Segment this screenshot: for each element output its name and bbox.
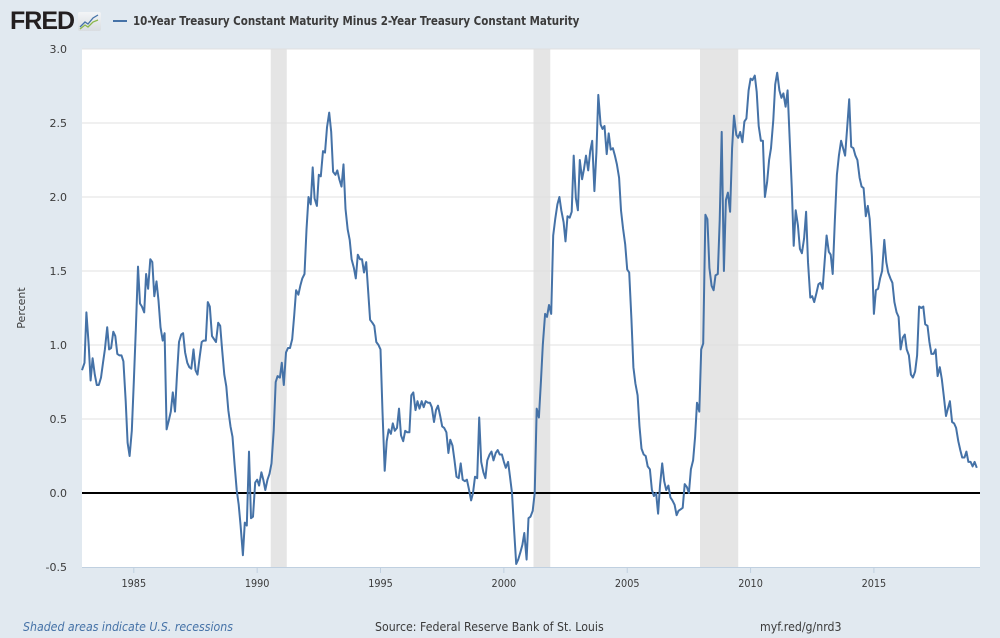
chart-header: FRED 10-Year Treasury Constant Maturity … — [10, 8, 652, 34]
x-tick-label: 2015 — [862, 577, 887, 590]
legend-label: 10-Year Treasury Constant Maturity Minus… — [133, 14, 580, 28]
y-tick-label: 1.0 — [50, 339, 68, 352]
y-tick-label: 1.5 — [50, 265, 68, 278]
series-line — [81, 71, 978, 565]
fred-chart-icon — [78, 11, 102, 31]
short-url-link[interactable]: myf.red/g/nrd3 — [760, 619, 842, 634]
y-axis-label: Percent — [15, 287, 28, 329]
source-text: Source: Federal Reserve Bank of St. Loui… — [375, 619, 604, 634]
y-tick-label: 0.0 — [50, 487, 68, 500]
x-axis-ticks: 1985 1990 1995 2000 2005 2010 2015 — [121, 567, 886, 590]
plot-area — [82, 49, 980, 567]
y-tick-label: 2.5 — [50, 117, 68, 130]
y-tick-label: 0.5 — [50, 413, 68, 426]
x-tick-label: 2010 — [738, 577, 763, 590]
gridlines — [82, 48, 980, 420]
x-tick-label: 1995 — [368, 577, 393, 590]
y-axis-ticks: 3.0 2.5 2.0 1.5 1.0 0.5 0.0 -0.5 — [46, 43, 67, 574]
y-tick-label: -0.5 — [46, 561, 67, 574]
recession-band — [533, 49, 551, 567]
recession-note: Shaded areas indicate U.S. recessions — [23, 619, 233, 634]
y-tick-label: 2.0 — [50, 191, 68, 204]
legend-swatch — [113, 20, 128, 22]
x-tick-label: 1990 — [245, 577, 270, 590]
x-tick-label: 2005 — [615, 577, 640, 590]
x-tick-label: 2000 — [492, 577, 517, 590]
x-tick-label: 1985 — [121, 577, 146, 590]
recession-band — [270, 49, 287, 567]
recession-bands — [270, 49, 739, 567]
fred-logo[interactable]: FRED — [10, 7, 75, 35]
y-tick-label: 3.0 — [50, 43, 68, 56]
